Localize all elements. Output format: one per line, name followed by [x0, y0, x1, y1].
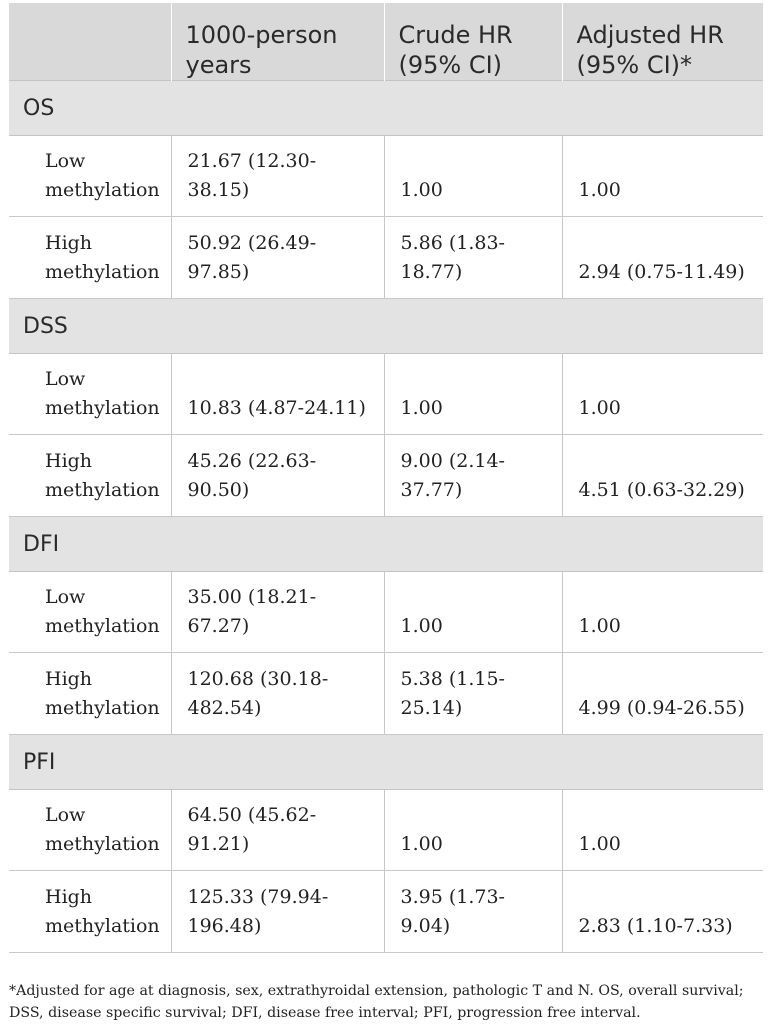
table-row: Low methylation 10.83 (4.87-24.11) 1.00 …	[9, 353, 763, 435]
crude-hr-cell: 9.00 (2.14-37.77)	[383, 434, 562, 517]
table-row: High methylation 120.68 (30.18-482.54) 5…	[9, 652, 763, 735]
row-label: High methylation	[9, 434, 171, 517]
adjusted-hr-cell: 4.99 (0.94-26.55)	[561, 652, 763, 735]
header-cell-blank	[9, 3, 171, 81]
adjusted-hr-cell: 1.00	[561, 789, 763, 871]
table-row: High methylation 45.26 (22.63-90.50) 9.0…	[9, 434, 763, 517]
row-label: High methylation	[9, 870, 171, 953]
crude-hr-cell: 1.00	[383, 789, 562, 871]
adjusted-hr-cell: 2.83 (1.10-7.33)	[561, 870, 763, 953]
results-table-container: 1000-person years Crude HR (95% CI) Adju…	[9, 3, 763, 953]
table-row: Low methylation 21.67 (12.30-38.15) 1.00…	[9, 135, 763, 217]
header-cell-person-years: 1000-person years	[170, 3, 384, 81]
crude-hr-cell: 5.86 (1.83-18.77)	[383, 216, 562, 299]
hazard-ratio-table: 1000-person years Crude HR (95% CI) Adju…	[9, 3, 763, 953]
table-body: OS Low methylation 21.67 (12.30-38.15) 1…	[9, 80, 763, 953]
row-label: High methylation	[9, 216, 171, 299]
header-cell-adjusted-hr: Adjusted HR (95% CI)*	[561, 3, 763, 81]
adjusted-hr-cell: 1.00	[561, 135, 763, 217]
header-cell-crude-hr: Crude HR (95% CI)	[383, 3, 562, 81]
group-row-dfi: DFI	[9, 516, 763, 572]
row-label: Low methylation	[9, 353, 171, 435]
table-row: Low methylation 35.00 (18.21-67.27) 1.00…	[9, 571, 763, 653]
person-years-cell: 64.50 (45.62-91.21)	[170, 789, 384, 871]
person-years-cell: 45.26 (22.63-90.50)	[170, 434, 384, 517]
crude-hr-cell: 5.38 (1.15-25.14)	[383, 652, 562, 735]
row-label: Low methylation	[9, 135, 171, 217]
row-label: Low methylation	[9, 571, 171, 653]
group-label: DSS	[9, 298, 763, 354]
table-header: 1000-person years Crude HR (95% CI) Adju…	[9, 3, 763, 81]
group-row-pfi: PFI	[9, 734, 763, 790]
table-row: High methylation 125.33 (79.94-196.48) 3…	[9, 870, 763, 953]
person-years-cell: 50.92 (26.49-97.85)	[170, 216, 384, 299]
table-row: Low methylation 64.50 (45.62-91.21) 1.00…	[9, 789, 763, 871]
group-label: PFI	[9, 734, 763, 790]
adjusted-hr-cell: 2.94 (0.75-11.49)	[561, 216, 763, 299]
header-row: 1000-person years Crude HR (95% CI) Adju…	[9, 3, 763, 81]
adjusted-hr-cell: 1.00	[561, 571, 763, 653]
crude-hr-cell: 1.00	[383, 353, 562, 435]
group-row-dss: DSS	[9, 298, 763, 354]
group-label: OS	[9, 80, 763, 136]
group-row-os: OS	[9, 80, 763, 136]
table-footnote: *Adjusted for age at diagnosis, sex, ext…	[9, 983, 744, 1021]
person-years-cell: 125.33 (79.94-196.48)	[170, 870, 384, 953]
person-years-cell: 10.83 (4.87-24.11)	[170, 353, 384, 435]
person-years-cell: 35.00 (18.21-67.27)	[170, 571, 384, 653]
adjusted-hr-cell: 1.00	[561, 353, 763, 435]
row-label: High methylation	[9, 652, 171, 735]
person-years-cell: 21.67 (12.30-38.15)	[170, 135, 384, 217]
group-label: DFI	[9, 516, 763, 572]
crude-hr-cell: 3.95 (1.73-9.04)	[383, 870, 562, 953]
crude-hr-cell: 1.00	[383, 571, 562, 653]
adjusted-hr-cell: 4.51 (0.63-32.29)	[561, 434, 763, 517]
row-label: Low methylation	[9, 789, 171, 871]
table-row: High methylation 50.92 (26.49-97.85) 5.8…	[9, 216, 763, 299]
person-years-cell: 120.68 (30.18-482.54)	[170, 652, 384, 735]
crude-hr-cell: 1.00	[383, 135, 562, 217]
